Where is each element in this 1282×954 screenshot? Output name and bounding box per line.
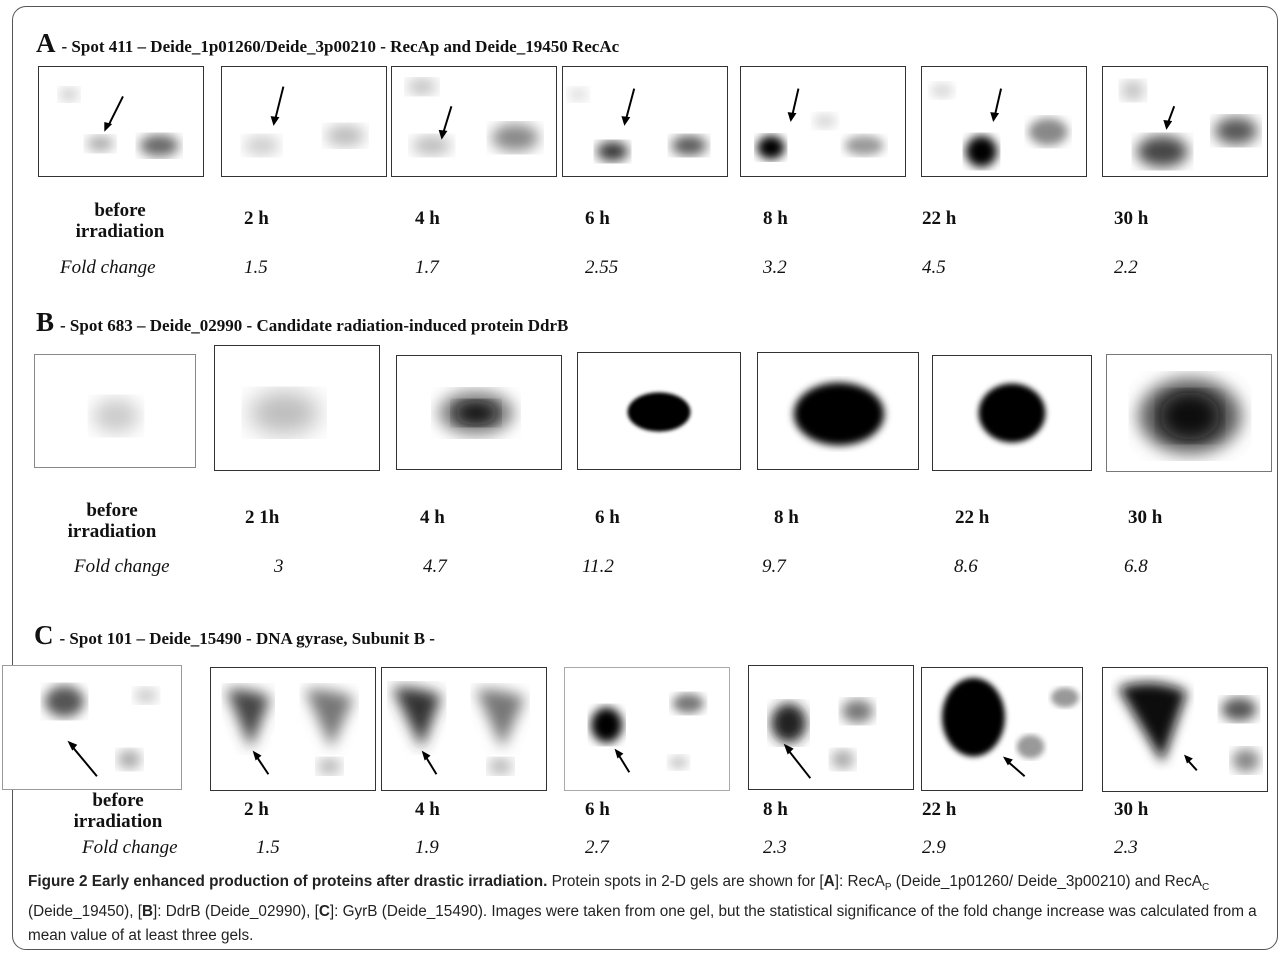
panel-a-time-22h: 22 h [922, 208, 957, 229]
panel-b-time-8h: 8 h [774, 507, 799, 528]
panel-b-time-22h: 22 h [955, 507, 990, 528]
panel-b-fold-4h: 4.7 [423, 556, 447, 577]
gel-b-6h [577, 352, 741, 470]
gel-b-30h [1106, 354, 1272, 472]
gel-b-22h [932, 355, 1092, 471]
panel-b-before-label: before irradiation [67, 500, 157, 542]
panel-c-fold-6h: 2.7 [585, 837, 609, 858]
caption-text-2: ]: RecA [834, 873, 885, 890]
panel-a-time-6h: 6 h [585, 208, 610, 229]
caption-text-3: (Deide_1p01260/ Deide_3p00210) and RecA [891, 873, 1202, 890]
gel-b-before [34, 354, 196, 468]
gel-a-6h [562, 66, 728, 177]
caption-text-6: ]: GyrB (Deide_15490). Images were taken… [28, 903, 1257, 945]
panel-b-title-text: - Spot 683 – Deide_02990 - Candidate rad… [60, 316, 569, 335]
panel-c-time-4h: 4 h [415, 799, 440, 820]
panel-c-time-2h: 2 h [244, 799, 269, 820]
panel-b-fold-8h: 9.7 [762, 556, 786, 577]
panel-a-fold-label: Fold change [60, 257, 156, 278]
gel-a-4h [391, 66, 557, 177]
panel-b-title: B - Spot 683 – Deide_02990 - Candidate ra… [36, 307, 568, 338]
caption-text-1: Protein spots in 2-D gels are shown for … [547, 873, 824, 890]
panel-a-time-30h: 30 h [1114, 208, 1149, 229]
caption-ref-c: C [318, 903, 330, 921]
panel-c-letter: C [34, 620, 54, 650]
figure-frame [12, 6, 1278, 950]
panel-a-title: A - Spot 411 – Deide_1p01260/Deide_3p0021… [36, 28, 619, 59]
panel-a-before-label: before irradiation [75, 200, 165, 242]
caption-title: Figure 2 Early enhanced production of pr… [28, 873, 548, 890]
panel-c-fold-4h: 1.9 [415, 837, 439, 858]
gel-a-8h [740, 66, 906, 177]
gel-c-8h [748, 665, 914, 790]
gel-c-6h [564, 667, 730, 791]
caption-sub-c: C [1201, 882, 1210, 894]
gel-c-30h [1102, 667, 1268, 792]
panel-c-before-label: before irradiation [73, 790, 163, 832]
gel-c-22h [921, 667, 1083, 791]
panel-c-time-6h: 6 h [585, 799, 610, 820]
panel-a-fold-22h: 4.5 [922, 257, 946, 278]
caption-ref-b: B [141, 903, 154, 921]
panel-c-time-22h: 22 h [922, 799, 957, 820]
panel-c-fold-2h: 1.5 [256, 837, 280, 858]
gel-a-22h [921, 66, 1087, 177]
panel-b-fold-6h: 11.2 [582, 556, 614, 577]
gel-c-4h [381, 667, 547, 791]
panel-a-time-2h: 2 h [244, 208, 269, 229]
panel-c-title: C - Spot 101 – Deide_15490 - DNA gyrase, … [34, 620, 435, 651]
panel-b-time-30h: 30 h [1128, 507, 1163, 528]
panel-b-time-4h: 4 h [420, 507, 445, 528]
caption-text-5: ]: DdrB (Deide_02990), [ [153, 903, 319, 921]
panel-c-time-8h: 8 h [763, 799, 788, 820]
panel-b-fold-22h: 8.6 [954, 556, 978, 577]
panel-c-fold-8h: 2.3 [763, 837, 787, 858]
gel-b-8h [757, 352, 919, 470]
panel-a-title-text: - Spot 411 – Deide_1p01260/Deide_3p00210… [61, 37, 620, 56]
panel-a-fold-6h: 2.55 [585, 257, 619, 278]
panel-c-title-text: - Spot 101 – Deide_15490 - DNA gyrase, S… [59, 629, 435, 648]
panel-c-fold-22h: 2.9 [922, 837, 946, 858]
panel-c-fold-30h: 2.3 [1114, 837, 1138, 858]
panel-b-time-6h: 6 h [595, 507, 620, 528]
gel-a-30h [1102, 66, 1268, 177]
gel-c-before [2, 665, 182, 790]
panel-a-fold-4h: 1.7 [415, 257, 439, 278]
panel-a-fold-30h: 2.2 [1114, 257, 1138, 278]
panel-b-fold-2h: 3 [274, 556, 284, 577]
panel-a-fold-2h: 1.5 [244, 257, 268, 278]
panel-b-fold-30h: 6.8 [1124, 556, 1148, 577]
panel-a-time-4h: 4 h [415, 208, 440, 229]
panel-b-time-2h: 2 1h [245, 507, 280, 528]
panel-a-time-8h: 8 h [763, 208, 788, 229]
gel-c-2h [210, 667, 376, 791]
gel-b-4h [396, 355, 562, 470]
gel-a-2h [221, 66, 387, 177]
panel-c-time-30h: 30 h [1114, 799, 1149, 820]
caption-sub-p: P [884, 882, 892, 894]
caption-ref-a: A [823, 873, 835, 890]
caption-text-4: (Deide_19450), [ [28, 903, 142, 921]
gel-b-2h [214, 345, 380, 471]
panel-a-letter: A [36, 28, 56, 58]
panel-a-fold-8h: 3.2 [763, 257, 787, 278]
panel-b-letter: B [36, 307, 55, 337]
figure-caption: Figure 2 Early enhanced production of pr… [28, 870, 1268, 948]
panel-c-fold-label: Fold change [82, 837, 178, 858]
gel-a-before [38, 66, 204, 177]
panel-b-fold-label: Fold change [74, 556, 170, 577]
